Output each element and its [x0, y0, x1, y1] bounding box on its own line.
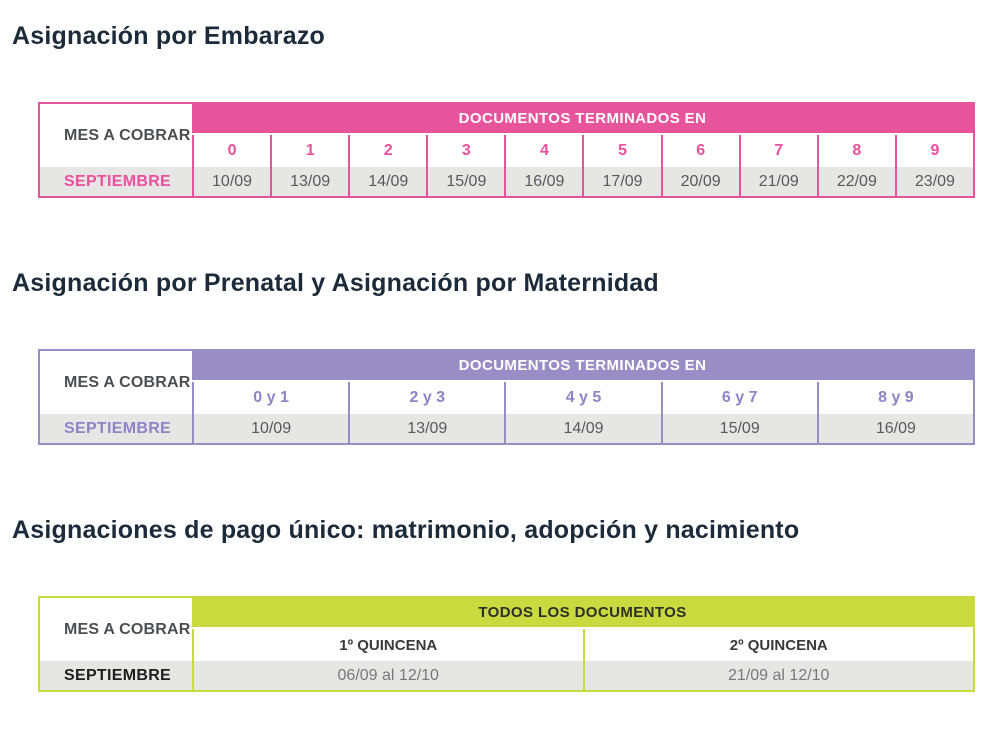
- column-header: 1: [270, 135, 349, 167]
- column-header: 4: [504, 135, 583, 167]
- column-header: 0 y 1: [192, 382, 349, 414]
- payment-date-cell: 15/09: [426, 167, 505, 196]
- payment-date-cell: 22/09: [816, 167, 895, 196]
- column-header: 4 y 5: [504, 382, 661, 414]
- column-header: 6 y 7: [660, 382, 817, 414]
- payment-range-cell: 06/09 al 12/10: [192, 661, 583, 690]
- row-label-header: MES A COBRAR: [40, 351, 192, 414]
- row-label-header: MES A COBRAR: [40, 104, 192, 167]
- payment-date-cell: 10/09: [192, 414, 349, 443]
- column-header: 0: [192, 135, 271, 167]
- band-header: DOCUMENTOS TERMINADOS EN: [192, 351, 973, 382]
- payment-date-cell: 13/09: [270, 167, 349, 196]
- payment-date-cell: 13/09: [348, 414, 505, 443]
- month-row-label: SEPTIEMBRE: [40, 414, 192, 443]
- payment-date-cell: 14/09: [504, 414, 661, 443]
- payment-date-cell: 21/09: [738, 167, 817, 196]
- payment-date-cell: 10/09: [192, 167, 271, 196]
- payment-date-cell: 17/09: [582, 167, 661, 196]
- column-header: 2 y 3: [348, 382, 505, 414]
- payment-date-cell: 20/09: [660, 167, 739, 196]
- payment-schedule-table-embarazo: MES A COBRAR DOCUMENTOS TERMINADOS EN 0 …: [38, 102, 975, 198]
- month-row-label: SEPTIEMBRE: [40, 167, 192, 196]
- column-header: 8 y 9: [816, 382, 973, 414]
- payment-range-cell: 21/09 al 12/10: [582, 661, 973, 690]
- payment-date-cell: 23/09: [894, 167, 973, 196]
- payment-date-cell: 16/09: [504, 167, 583, 196]
- month-row-label: SEPTIEMBRE: [40, 661, 192, 690]
- payment-schedule-table-pago-unico: MES A COBRAR TODOS LOS DOCUMENTOS 1º QUI…: [38, 596, 975, 692]
- band-header: TODOS LOS DOCUMENTOS: [192, 598, 973, 629]
- row-label-header: MES A COBRAR: [40, 598, 192, 661]
- payment-schedule-table-prenatal-maternidad: MES A COBRAR DOCUMENTOS TERMINADOS EN 0 …: [38, 349, 975, 445]
- column-header: 2: [348, 135, 427, 167]
- column-header: 2º QUINCENA: [582, 629, 973, 661]
- section-title-embarazo: Asignación por Embarazo: [12, 22, 325, 50]
- column-header: 9: [894, 135, 973, 167]
- column-header: 8: [816, 135, 895, 167]
- column-header: 6: [660, 135, 739, 167]
- section-title-prenatal-maternidad: Asignación por Prenatal y Asignación por…: [12, 269, 659, 297]
- payment-date-cell: 14/09: [348, 167, 427, 196]
- payment-date-cell: 16/09: [816, 414, 973, 443]
- section-title-pago-unico: Asignaciones de pago único: matrimonio, …: [12, 516, 800, 544]
- band-header: DOCUMENTOS TERMINADOS EN: [192, 104, 973, 135]
- column-header: 7: [738, 135, 817, 167]
- payment-date-cell: 15/09: [660, 414, 817, 443]
- column-header: 3: [426, 135, 505, 167]
- column-header: 1º QUINCENA: [192, 629, 583, 661]
- column-header: 5: [582, 135, 661, 167]
